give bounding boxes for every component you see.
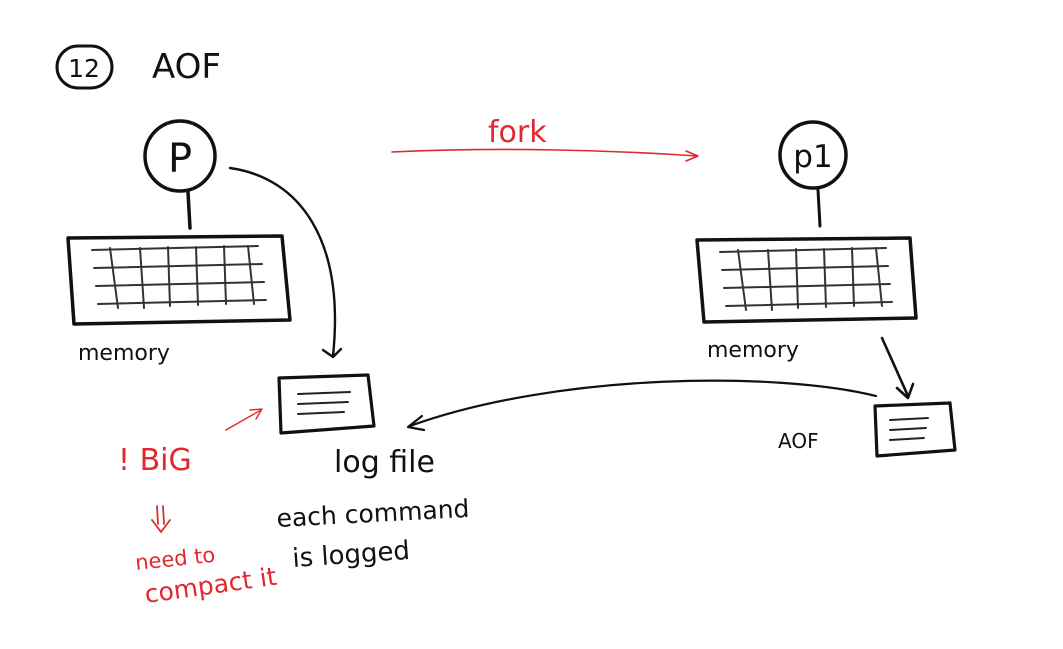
child-memory-block: memory [695,236,918,363]
log-file-box [277,373,376,435]
fork-arrow-line [391,148,698,157]
parent-to-logfile-arrow [228,166,343,359]
aof-to-logfile-arrow [406,379,878,432]
warning-line-1: need to [134,543,216,575]
child-to-aof-arrow [880,336,915,400]
child-memory-box [695,236,918,324]
fork-arrow-head [685,150,699,162]
child-memory-grid [719,247,893,311]
fork-arrow: fork [391,115,699,162]
parent-process-link [186,190,192,230]
log-file-note-line-2: is logged [291,536,410,574]
parent-process-node [143,119,217,193]
parent-memory-label: memory [78,341,170,366]
aof-to-logfile-head [406,414,426,432]
log-file: log file each command is logged [276,373,470,574]
parent-memory-box [66,234,292,326]
child-to-aof-line [880,336,910,398]
aof-file-label: AOF [778,429,819,453]
section-title: AOF [152,47,221,87]
section-number: 12 [68,54,100,83]
child-process-link [816,188,822,228]
warning-arrow-line [225,409,262,431]
child-process-node [778,120,848,190]
parent-to-logfile-line [228,166,337,358]
fork-label: fork [488,115,547,150]
log-file-note-line-1: each command [276,494,470,533]
warning-arrow-head [249,408,263,420]
log-file-label: log file [334,445,435,480]
size-warning: ! BiG need to compact it [118,408,279,609]
aof-file: AOF [778,401,957,458]
aof-to-logfile-line [408,379,878,428]
log-file-lines [297,391,351,415]
warning-implies-arrow [151,505,171,533]
parent-to-logfile-head [321,347,343,359]
child-memory-label: memory [707,338,799,363]
aof-file-box [873,401,957,458]
parent-process: P [143,119,217,230]
child-to-aof-head [895,382,915,400]
warning-label: ! BiG [118,443,192,478]
parent-memory-block: memory [66,234,292,366]
parent-memory-grid [91,245,267,309]
child-process: p1 [778,120,848,228]
aof-file-lines [889,417,929,441]
section-heading: 12 AOF [55,44,221,90]
child-process-label: p1 [793,139,832,175]
parent-process-label: P [168,136,192,182]
section-number-badge [55,44,114,90]
